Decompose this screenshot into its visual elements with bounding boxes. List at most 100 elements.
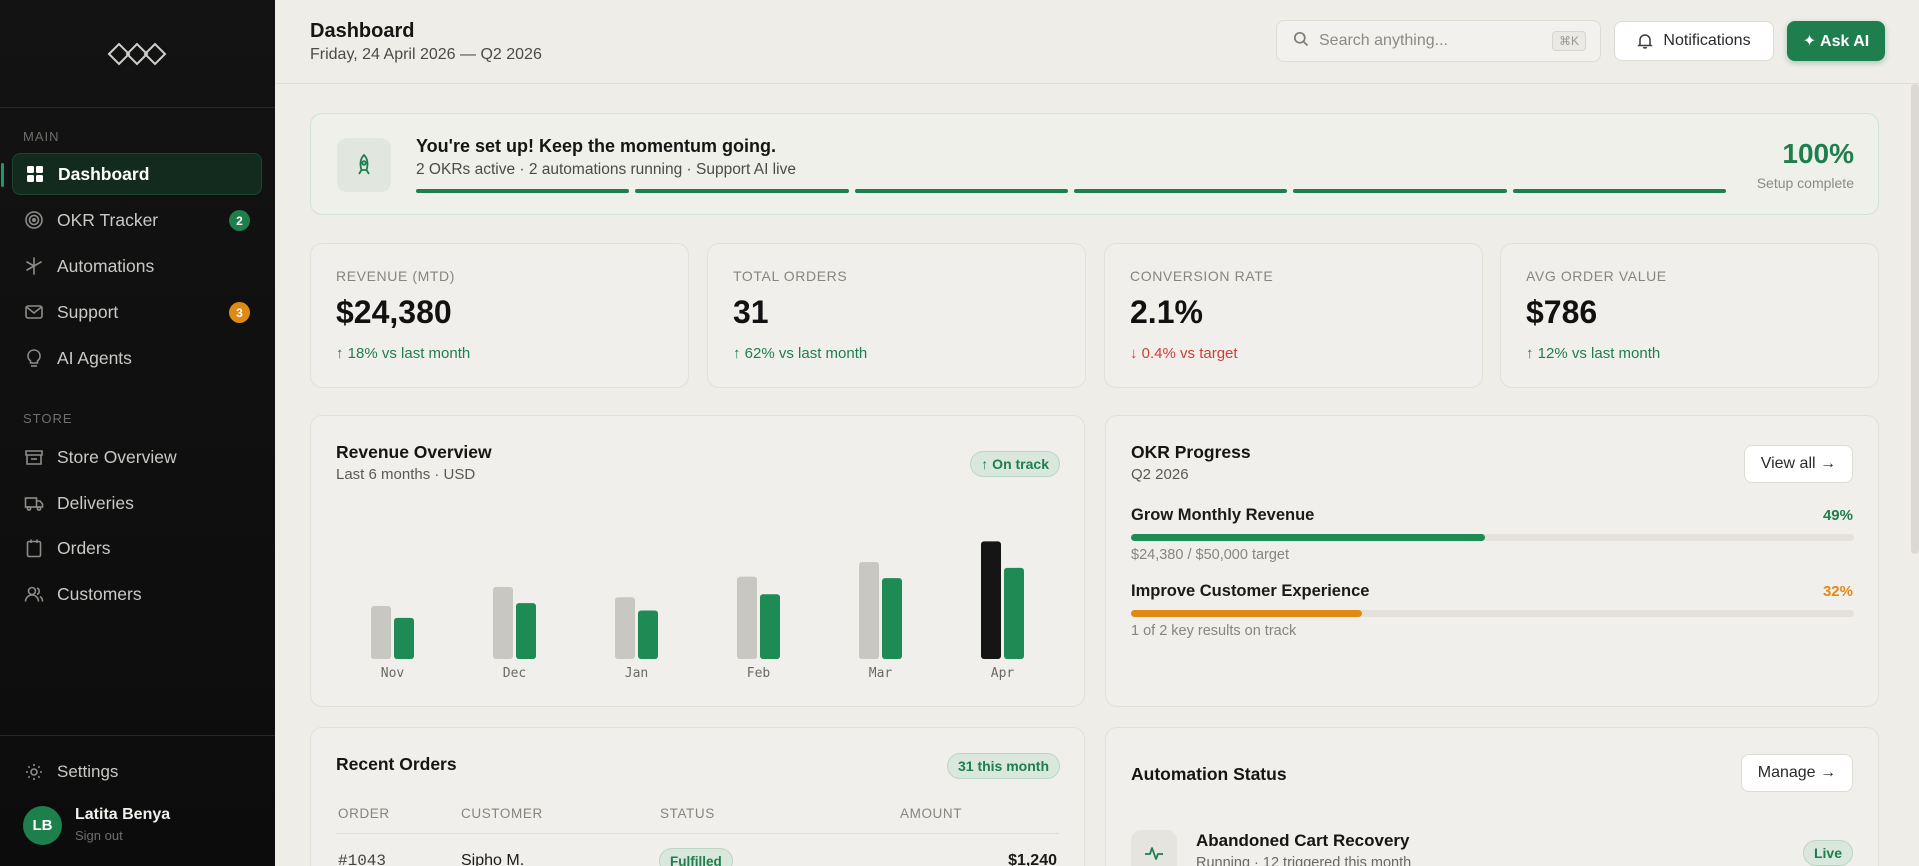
sidebar-item-label: Dashboard	[58, 163, 150, 184]
top-header: Dashboard Friday, 24 April 2026 — Q2 202…	[275, 0, 1919, 84]
sidebar-item-settings[interactable]: Settings	[24, 762, 118, 782]
manage-button[interactable]: Manage →	[1740, 754, 1853, 792]
bar-feb-s1[interactable]	[737, 576, 757, 659]
setup-percent: 100%	[1782, 138, 1854, 169]
order-customer: Sipho M.	[461, 852, 525, 866]
search-box[interactable]: ⌘K	[1276, 20, 1601, 62]
grid-icon	[25, 164, 45, 184]
bar-feb-s2[interactable]	[760, 594, 780, 659]
x-tick-label: Mar	[869, 666, 893, 681]
ask-ai-button[interactable]: ✦ Ask AI	[1787, 21, 1885, 61]
notifications-button[interactable]: Notifications	[1614, 21, 1774, 61]
card-subtitle: Q2 2026	[1131, 466, 1189, 483]
sidebar-item-store-overview[interactable]: Store Overview	[12, 436, 262, 478]
sidebar-item-dashboard[interactable]: Dashboard	[1, 153, 262, 195]
settings-label: Settings	[57, 762, 119, 781]
automation-status-card: Automation Status Manage → Abandoned Car…	[1105, 727, 1879, 866]
stat-value: 31	[733, 294, 769, 330]
bar-apr-s1[interactable]	[981, 541, 1001, 659]
setup-banner: You're set up! Keep the momentum going. …	[310, 113, 1879, 215]
okr-name[interactable]: Improve Customer Experience	[1131, 582, 1370, 600]
mail-icon	[24, 302, 44, 322]
stat-card-aov[interactable]: AVG ORDER VALUE $786 ↑ 12% vs last month	[1500, 243, 1879, 388]
stat-card-conversion[interactable]: CONVERSION RATE 2.1% ↓ 0.4% vs target	[1104, 243, 1483, 388]
bar-jan-s2[interactable]	[638, 610, 658, 659]
x-tick-label: Apr	[991, 666, 1015, 681]
okr-name[interactable]: Grow Monthly Revenue	[1131, 506, 1315, 524]
sidebar-item-support[interactable]: Support 3	[12, 291, 262, 333]
setup-subtitle: 2 OKRs active · 2 automations running · …	[416, 161, 796, 178]
revenue-bar-chart: Nov Dec Jan Feb Mar Apr	[371, 541, 1024, 681]
bar-dec-s1[interactable]	[493, 586, 513, 659]
bar-nov-s2[interactable]	[394, 617, 414, 659]
setup-step-segment	[1073, 189, 1288, 193]
card-title: OKR Progress	[1131, 442, 1251, 462]
stat-card-orders[interactable]: TOTAL ORDERS 31 ↑ 62% vs last month	[707, 243, 1086, 388]
sidebar-divider	[0, 107, 275, 108]
bar-dec-s2[interactable]	[516, 603, 536, 659]
x-tick-label: Nov	[381, 666, 405, 681]
stat-label: CONVERSION RATE	[1130, 268, 1274, 284]
main-scrollbar[interactable]	[1911, 84, 1919, 554]
sidebar-item-label: Customers	[57, 583, 142, 604]
avatar[interactable]: LB	[23, 806, 62, 845]
sparkle-icon	[24, 256, 44, 276]
card-title: Automation Status	[1131, 764, 1287, 784]
orders-count-badge: 31 this month	[946, 753, 1060, 779]
automation-subtext: Running · 12 triggered this month	[1196, 855, 1412, 866]
stat-delta: ↓ 0.4% vs target	[1130, 345, 1238, 362]
bar-mar-s2[interactable]	[882, 578, 902, 659]
bar-apr-s2[interactable]	[1004, 567, 1024, 659]
table-header-status[interactable]: STATUS	[660, 806, 715, 821]
table-header-customer[interactable]: CUSTOMER	[461, 806, 543, 821]
setup-progress	[416, 189, 1726, 193]
user-name: Latita Benya	[75, 806, 171, 823]
table-header-order[interactable]: ORDER	[338, 806, 390, 821]
page-subtitle: Friday, 24 April 2026 — Q2 2026	[310, 46, 542, 63]
revenue-overview-card: Revenue Overview Last 6 months · USD ↑ O…	[310, 415, 1085, 707]
keyboard-shortcut: ⌘K	[1551, 31, 1586, 51]
okr-progress-fill	[1131, 534, 1486, 541]
okr-percent: 49%	[1822, 507, 1853, 524]
stat-value: $24,380	[336, 294, 452, 330]
section-label-store: STORE	[23, 411, 73, 426]
sidebar-item-label: Automations	[57, 255, 155, 276]
stat-card-revenue[interactable]: REVENUE (MTD) $24,380 ↑ 18% vs last mont…	[310, 243, 689, 388]
sidebar-item-orders[interactable]: Orders	[12, 527, 262, 569]
card-title: Revenue Overview	[336, 442, 492, 462]
setup-step-segment	[416, 189, 630, 193]
sidebar-item-label: Deliveries	[57, 492, 134, 513]
sign-out-link[interactable]: Sign out	[75, 828, 123, 843]
gear-icon	[24, 762, 44, 782]
live-status-badge: Live	[1802, 840, 1853, 866]
search-input[interactable]	[1319, 32, 1549, 50]
stat-value: 2.1%	[1130, 294, 1203, 330]
okr-subtext: 1 of 2 key results on track	[1131, 623, 1297, 639]
automation-name[interactable]: Abandoned Cart Recovery	[1196, 831, 1410, 850]
sidebar-item-okr-tracker[interactable]: OKR Tracker 2	[12, 199, 262, 241]
recent-orders-card: Recent Orders 31 this month ORDER CUSTOM…	[310, 727, 1085, 866]
view-all-button[interactable]: View all →	[1743, 445, 1853, 483]
sidebar-item-label: AI Agents	[57, 347, 132, 368]
sidebar-item-ai-agents[interactable]: AI Agents	[12, 337, 262, 379]
setup-step-segment	[635, 189, 849, 193]
stat-label: REVENUE (MTD)	[336, 268, 456, 284]
status-badge: Fulfilled	[659, 848, 733, 866]
stat-value: $786	[1526, 294, 1598, 330]
okr-percent: 32%	[1822, 583, 1853, 600]
okr-progress-card: OKR Progress Q2 2026 View all → Grow Mon…	[1105, 415, 1879, 707]
page-title: Dashboard	[310, 20, 415, 42]
count-badge: 3	[229, 302, 250, 323]
bar-jan-s1[interactable]	[615, 597, 635, 659]
activity-icon	[1131, 830, 1177, 866]
bar-mar-s1[interactable]	[859, 561, 879, 659]
search-icon	[1293, 31, 1309, 52]
brand-logo[interactable]	[105, 36, 169, 72]
bar-nov-s1[interactable]	[371, 606, 391, 659]
sidebar-item-customers[interactable]: Customers	[12, 573, 262, 615]
sidebar-item-deliveries[interactable]: Deliveries	[12, 482, 262, 524]
card-title: Recent Orders	[336, 754, 457, 774]
table-header-amount[interactable]: AMOUNT	[900, 806, 963, 821]
sidebar-item-automations[interactable]: Automations	[12, 245, 262, 287]
truck-icon	[24, 493, 44, 513]
